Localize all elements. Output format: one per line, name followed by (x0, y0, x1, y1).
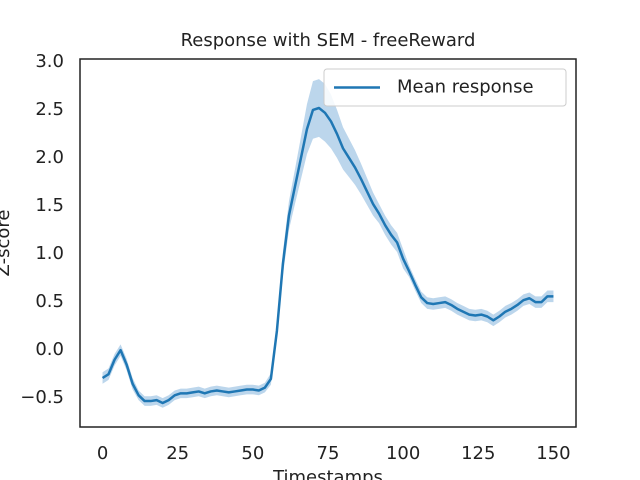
chart-title: Response with SEM - freeReward (181, 30, 476, 51)
mean-line (101, 106, 554, 405)
sem-band (102, 79, 554, 408)
plot-frame (79, 58, 577, 428)
y-tick-label: −0.5 (20, 387, 64, 408)
y-tick-label: 3.0 (35, 51, 64, 72)
y-tick-label: 2.5 (35, 99, 64, 120)
y-tick-label: 1.0 (35, 243, 64, 264)
x-axis-label: Timestamps (272, 467, 383, 480)
y-tick-label: 0.0 (35, 339, 64, 360)
legend-label: Mean response (397, 77, 534, 98)
x-tick-label: 100 (386, 443, 420, 464)
y-axis-label: Z-score (0, 210, 14, 277)
x-tick-label: 0 (97, 443, 108, 464)
x-tick-label: 125 (461, 443, 495, 464)
legend-box (323, 68, 567, 107)
x-tick-label: 25 (166, 443, 189, 464)
y-tick-label: 1.5 (35, 195, 64, 216)
y-tick-label: 2.0 (35, 147, 64, 168)
x-tick-label: 75 (317, 443, 340, 464)
x-tick-label: 50 (241, 443, 264, 464)
x-tick-label: 150 (536, 443, 570, 464)
y-tick-label: 0.5 (35, 291, 64, 312)
